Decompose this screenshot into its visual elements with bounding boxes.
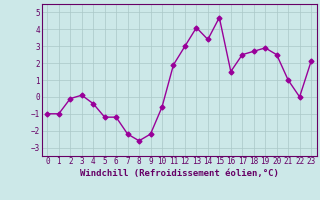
X-axis label: Windchill (Refroidissement éolien,°C): Windchill (Refroidissement éolien,°C)	[80, 169, 279, 178]
